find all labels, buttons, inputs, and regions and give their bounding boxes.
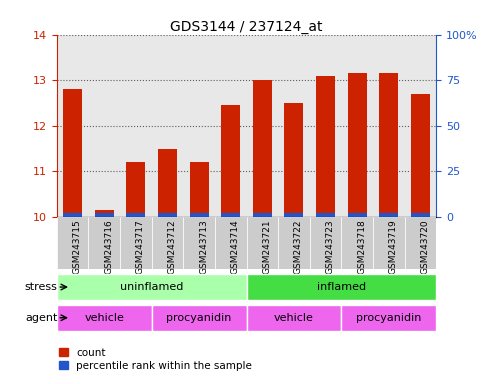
FancyBboxPatch shape xyxy=(310,217,341,269)
Bar xyxy=(221,213,240,217)
FancyBboxPatch shape xyxy=(57,305,152,331)
Text: vehicle: vehicle xyxy=(274,313,314,323)
Bar xyxy=(95,210,113,217)
Bar xyxy=(316,213,335,217)
FancyBboxPatch shape xyxy=(152,217,183,269)
FancyBboxPatch shape xyxy=(120,217,152,269)
Bar xyxy=(63,89,82,217)
Text: procyanidin: procyanidin xyxy=(356,313,422,323)
Text: GSM243715: GSM243715 xyxy=(72,220,81,274)
Bar xyxy=(380,213,398,217)
Bar xyxy=(284,213,304,217)
FancyBboxPatch shape xyxy=(57,217,88,269)
Title: GDS3144 / 237124_at: GDS3144 / 237124_at xyxy=(170,20,323,33)
Bar xyxy=(380,73,398,217)
FancyBboxPatch shape xyxy=(215,217,246,269)
FancyBboxPatch shape xyxy=(341,217,373,269)
FancyBboxPatch shape xyxy=(57,274,246,300)
Text: GSM243712: GSM243712 xyxy=(168,220,176,274)
Legend: count, percentile rank within the sample: count, percentile rank within the sample xyxy=(55,344,256,375)
FancyBboxPatch shape xyxy=(341,305,436,331)
Text: vehicle: vehicle xyxy=(84,313,124,323)
Bar xyxy=(126,213,145,217)
FancyBboxPatch shape xyxy=(88,217,120,269)
Bar xyxy=(253,213,272,217)
Bar xyxy=(411,213,430,217)
FancyBboxPatch shape xyxy=(152,305,246,331)
Bar xyxy=(316,76,335,217)
Text: GSM243723: GSM243723 xyxy=(325,220,335,274)
Bar xyxy=(411,94,430,217)
Text: GSM243714: GSM243714 xyxy=(231,220,240,274)
FancyBboxPatch shape xyxy=(183,217,215,269)
Text: procyanidin: procyanidin xyxy=(166,313,232,323)
FancyBboxPatch shape xyxy=(246,217,278,269)
Bar xyxy=(189,162,209,217)
Text: GSM243718: GSM243718 xyxy=(357,220,366,274)
Text: stress: stress xyxy=(25,282,57,292)
Text: GSM243721: GSM243721 xyxy=(262,220,271,274)
Bar xyxy=(348,73,367,217)
Text: GSM243716: GSM243716 xyxy=(104,220,113,274)
FancyBboxPatch shape xyxy=(246,305,341,331)
Text: GSM243720: GSM243720 xyxy=(421,220,429,274)
FancyBboxPatch shape xyxy=(246,274,436,300)
Bar xyxy=(126,162,145,217)
FancyBboxPatch shape xyxy=(373,217,405,269)
Bar xyxy=(221,105,240,217)
Text: GSM243722: GSM243722 xyxy=(294,220,303,274)
Text: inflamed: inflamed xyxy=(317,282,366,292)
Bar xyxy=(158,149,177,217)
Bar xyxy=(63,213,82,217)
Text: GSM243717: GSM243717 xyxy=(136,220,145,274)
Text: GSM243719: GSM243719 xyxy=(389,220,398,274)
FancyBboxPatch shape xyxy=(278,217,310,269)
Bar xyxy=(284,103,304,217)
Bar xyxy=(253,80,272,217)
FancyBboxPatch shape xyxy=(405,217,436,269)
Text: uninflamed: uninflamed xyxy=(120,282,183,292)
Text: agent: agent xyxy=(25,313,57,323)
Bar xyxy=(158,213,177,217)
Bar xyxy=(189,213,209,217)
Bar xyxy=(348,213,367,217)
Text: GSM243713: GSM243713 xyxy=(199,220,208,274)
Bar xyxy=(95,213,113,217)
